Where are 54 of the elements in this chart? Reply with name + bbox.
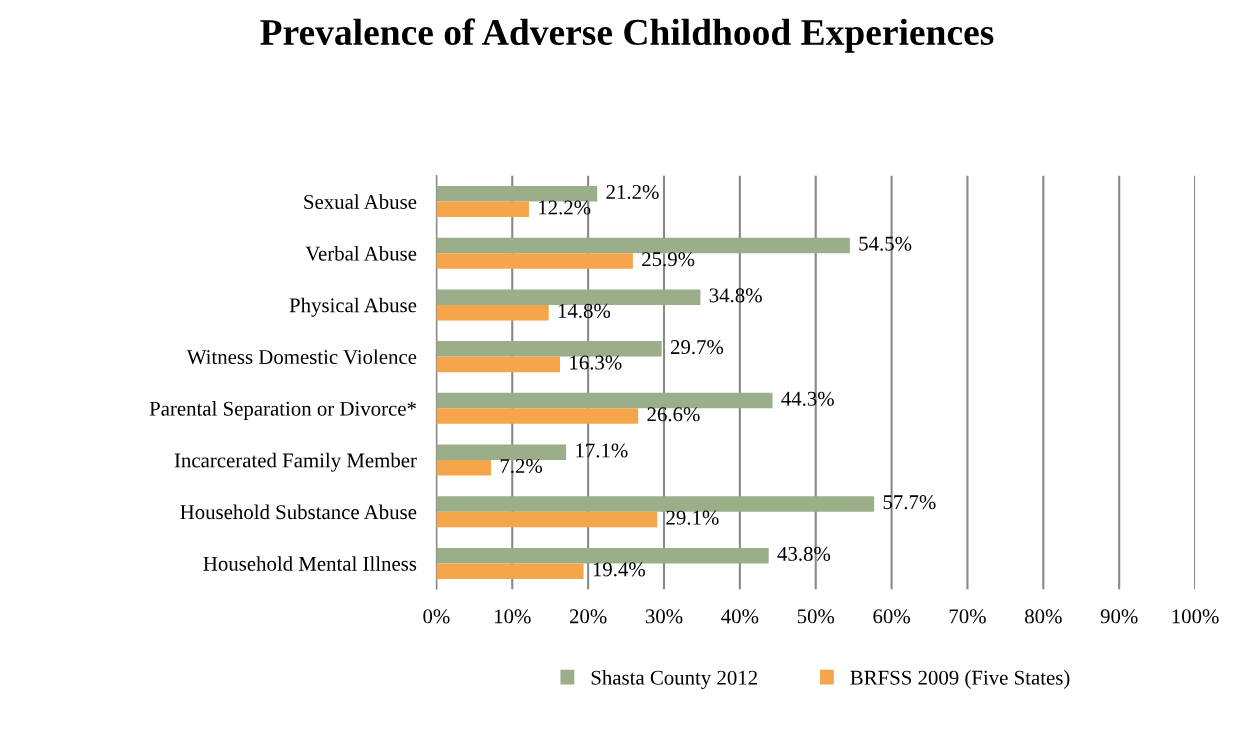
data-label: 34.8% xyxy=(709,288,762,303)
x-tick-label: 80% xyxy=(1025,609,1062,624)
y-tick-label: Physical Abuse xyxy=(289,297,417,317)
data-label: 17.1% xyxy=(576,443,628,458)
y-tick-label: Household Substance Abuse xyxy=(180,504,417,520)
data-label: 44.3% xyxy=(781,391,834,406)
y-tick-label: Household Mental Illness xyxy=(203,556,417,571)
data-label: 16.3% xyxy=(570,355,622,370)
x-tick-label: 0% xyxy=(423,609,450,624)
bar xyxy=(436,289,701,305)
bar xyxy=(436,186,598,202)
y-tick-label: Incarcerated Family Member xyxy=(174,452,417,472)
bar xyxy=(436,341,662,357)
y-tick-label: Witness Domestic Violence xyxy=(186,349,417,365)
bar xyxy=(436,547,769,564)
data-label: 29.1% xyxy=(666,510,719,525)
x-tick-label: 70% xyxy=(949,609,986,624)
bar xyxy=(436,201,529,218)
data-label: 54.5% xyxy=(859,236,912,251)
x-tick-label: 20% xyxy=(569,609,607,624)
y-tick-label: Verbal Abuse xyxy=(305,246,417,261)
x-tick-label: 30% xyxy=(645,609,683,624)
data-label: 12.2% xyxy=(539,200,591,215)
bar xyxy=(436,237,850,254)
x-tick-label: 90% xyxy=(1100,609,1138,624)
data-label: 25.9% xyxy=(642,252,695,267)
legend-label: Shasta County 2012 xyxy=(591,670,757,689)
data-label: 21.2% xyxy=(606,184,659,200)
bar xyxy=(436,356,561,373)
data-label: 19.4% xyxy=(593,562,646,577)
x-tick-label: 60% xyxy=(873,609,910,624)
x-tick-label: 100% xyxy=(1172,609,1219,624)
bar xyxy=(436,563,584,579)
bar xyxy=(436,460,492,476)
bar xyxy=(436,392,773,409)
data-label: 57.7% xyxy=(883,495,936,510)
data-label: 43.8% xyxy=(777,546,831,561)
bar xyxy=(436,496,875,512)
x-tick-label: 40% xyxy=(721,609,759,624)
data-label: 26.6% xyxy=(647,407,700,422)
chart-title: Prevalence of Adverse Childhood Experiences xyxy=(260,18,994,53)
y-tick-label: Parental Separation or Divorce* xyxy=(149,401,416,420)
x-tick-label: 50% xyxy=(797,609,835,624)
bar xyxy=(436,511,658,528)
bar xyxy=(436,304,549,321)
x-tick-label: 10% xyxy=(495,609,531,624)
bar xyxy=(436,253,633,269)
data-label: 14.8% xyxy=(558,303,611,318)
y-tick-label: Sexual Abuse xyxy=(304,194,417,209)
bar xyxy=(436,408,639,424)
data-label: 7.2% xyxy=(500,458,543,474)
legend-label: BRFSS 2009 (Five States) xyxy=(850,670,1070,689)
data-label: 29.7% xyxy=(670,340,724,355)
bar xyxy=(436,444,567,461)
